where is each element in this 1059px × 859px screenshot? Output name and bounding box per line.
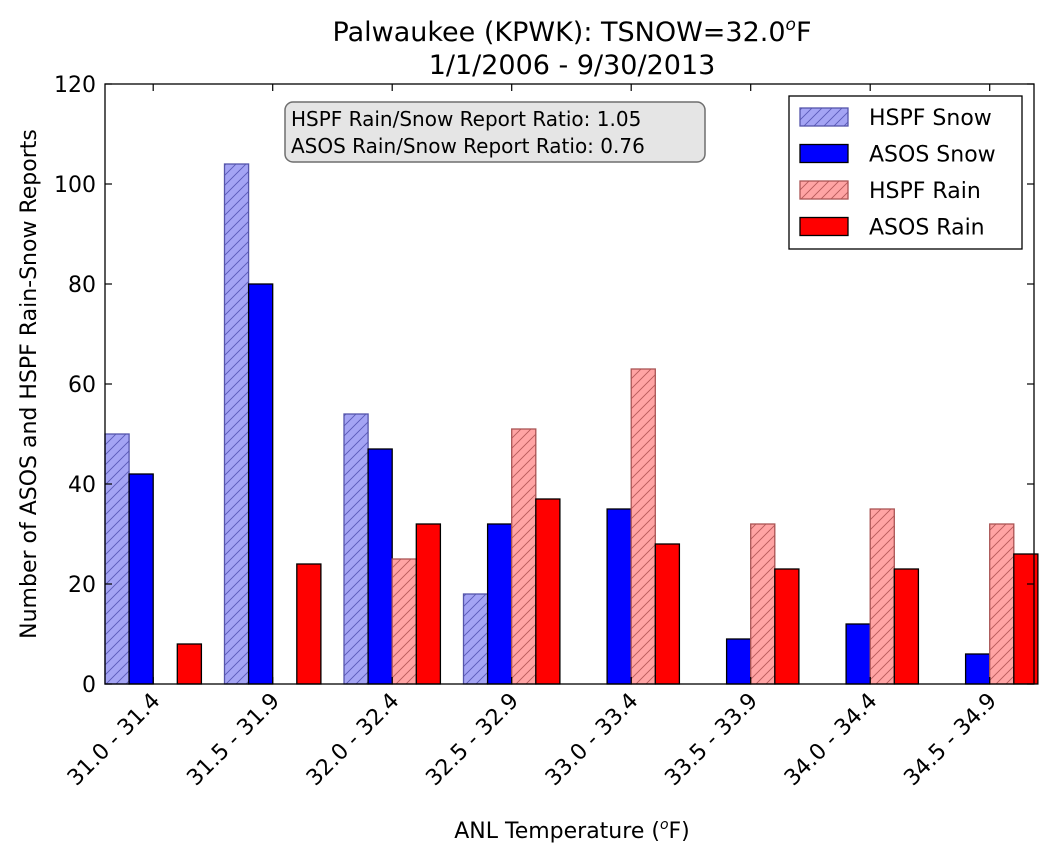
bar-asos-snow-1 (247, 283, 274, 685)
plot-frame (104, 83, 1035, 685)
legend-swatch-hspf-rain (799, 180, 849, 200)
x-tick-label: 33.0 - 33.4 (541, 689, 643, 791)
x-tick-label: 32.0 - 32.4 (302, 689, 404, 791)
bar-asos-rain-2 (415, 523, 442, 685)
hspf-ratio-text: HSPF Rain/Snow Report Ratio: 1.05 (291, 107, 641, 131)
y-tick-label: 60 (68, 373, 96, 398)
bar-hspf-snow-2 (343, 413, 369, 685)
bar-hspf-rain-5 (750, 523, 776, 685)
x-axis-label: ANL Temperature (oF) (454, 817, 690, 844)
bar-asos-snow-3 (486, 523, 513, 685)
bar-hspf-rain-3 (511, 428, 537, 685)
bar-asos-rain-6 (893, 568, 920, 685)
bar-asos-snow-5 (725, 638, 752, 685)
chart-title-line2: 1/1/2006 - 9/30/2013 (429, 50, 716, 81)
bar-asos-snow-6 (845, 623, 871, 685)
y-tick-label: 120 (54, 73, 96, 98)
bar-asos-rain-1 (296, 563, 322, 685)
x-tick-label: 33.5 - 33.9 (660, 689, 762, 791)
bar-hspf-rain-7 (989, 523, 1015, 685)
y-tick-label: 100 (54, 173, 96, 198)
y-tick-label: 40 (68, 473, 96, 498)
bar-asos-rain-3 (535, 498, 561, 685)
y-tick-label: 80 (68, 273, 96, 298)
ratio-annotation-box (284, 101, 706, 163)
x-tick-label: 31.0 - 31.4 (63, 689, 165, 791)
bars-layer (104, 163, 1039, 685)
x-tick-label: 32.5 - 32.9 (421, 689, 523, 791)
legend: HSPF Snow ASOS Snow HSPF Rain ASOS Rain (788, 95, 1023, 250)
y-axis-label: Number of ASOS and HSPF Rain-Snow Report… (17, 129, 42, 639)
x-tick-label: 34.0 - 34.4 (780, 689, 882, 791)
bar-hspf-snow-3 (462, 593, 489, 685)
bar-asos-rain-5 (774, 568, 800, 685)
bar-asos-snow-7 (964, 653, 991, 685)
x-tick-label: 34.5 - 34.9 (899, 689, 1001, 791)
bar-asos-rain-4 (654, 543, 681, 685)
legend-label-hspf-rain: HSPF Rain (869, 179, 981, 204)
y-tick-label: 0 (82, 673, 96, 698)
legend-swatch-asos-rain (799, 216, 849, 237)
bar-asos-snow-4 (606, 508, 632, 685)
bar-hspf-snow-1 (223, 163, 250, 685)
y-tick-label: 20 (68, 573, 96, 598)
legend-label-asos-rain: ASOS Rain (869, 216, 985, 241)
bar-asos-snow-2 (367, 448, 393, 685)
x-tick-label: 31.5 - 31.9 (182, 689, 284, 791)
bar-asos-snow-0 (128, 473, 154, 685)
legend-label-hspf-snow: HSPF Snow (869, 106, 992, 131)
asos-ratio-text: ASOS Rain/Snow Report Ratio: 0.76 (291, 134, 645, 158)
ratio-annotation: HSPF Rain/Snow Report Ratio: 1.05 ASOS R… (284, 101, 706, 163)
bar-hspf-snow-0 (104, 433, 130, 685)
bar-asos-rain-0 (176, 643, 203, 685)
bar-hspf-rain-4 (630, 368, 656, 685)
chart-title-line1: Palwaukee (KPWK): TSNOW=32.0oF (333, 15, 812, 48)
legend-swatch-asos-snow (799, 143, 849, 164)
bar-hspf-rain-2 (391, 558, 417, 685)
bar-hspf-rain-6 (869, 508, 895, 685)
legend-swatch-hspf-snow (799, 107, 849, 127)
legend-label-asos-snow: ASOS Snow (869, 143, 996, 168)
